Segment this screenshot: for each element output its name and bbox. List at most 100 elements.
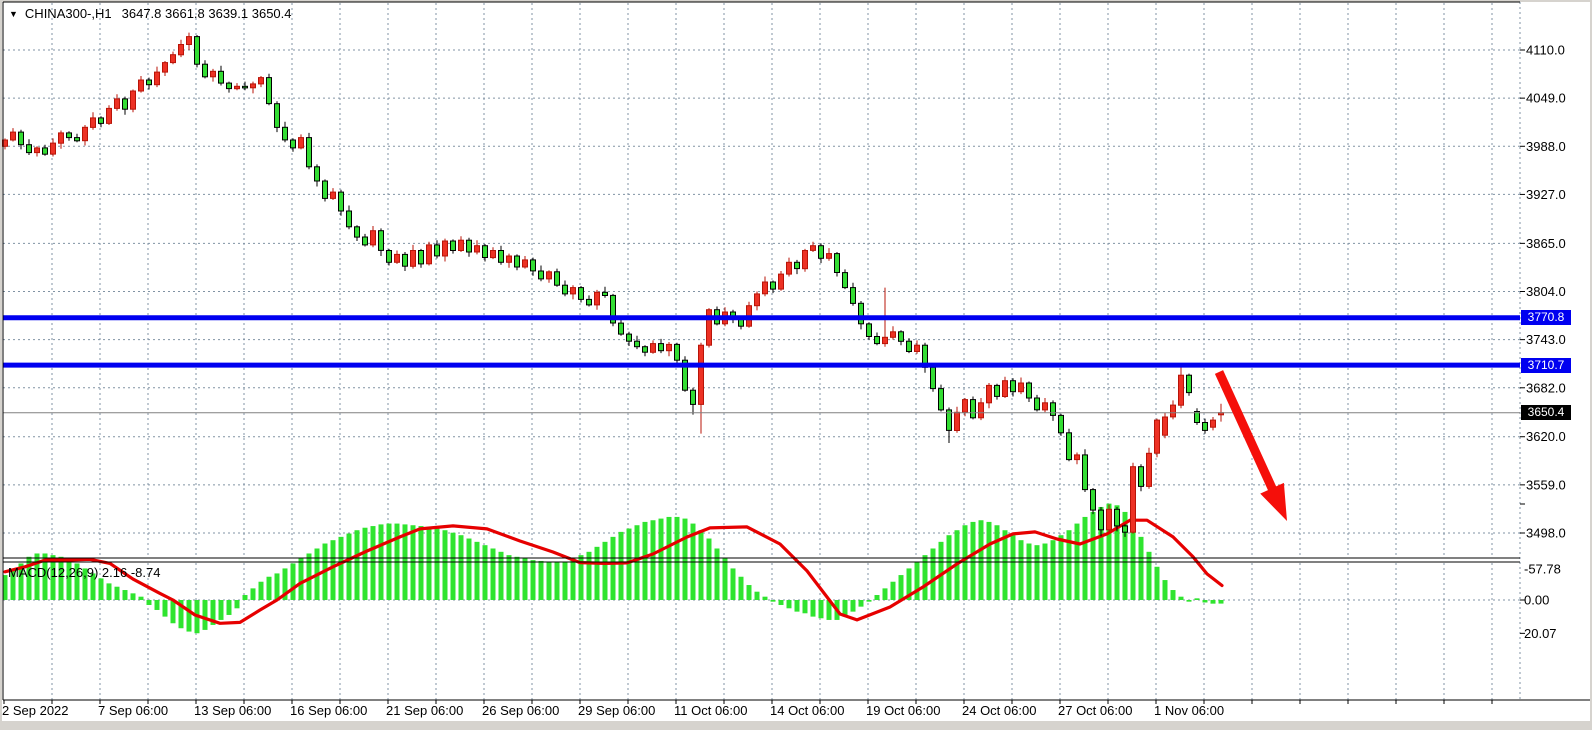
candle-body <box>554 271 560 286</box>
macd-histogram-bar <box>810 600 816 617</box>
candle-body <box>410 250 416 267</box>
candle-body <box>946 409 952 431</box>
candle-body <box>490 250 496 259</box>
candle-body <box>138 79 144 92</box>
macd-layer <box>2 503 1224 634</box>
macd-histogram-bar <box>34 553 40 600</box>
candle-body <box>122 98 128 110</box>
macd-histogram-bar <box>898 575 904 600</box>
candle-body <box>706 309 712 346</box>
candle-body <box>354 226 360 238</box>
macd-histogram-bar <box>1034 545 1040 600</box>
price-axis-label: 3620.0 <box>1526 429 1566 444</box>
macd-histogram-bar <box>138 596 144 600</box>
macd-indicator-label: MACD(12,26,9) 2.16 -8.74 <box>8 565 161 580</box>
candle-body <box>298 137 304 149</box>
price-axis-label: 3498.0 <box>1526 526 1566 541</box>
ohlc-values: 3647.8 3661.8 3639.1 3650.4 <box>121 6 292 21</box>
macd-histogram-bar <box>282 568 288 600</box>
macd-histogram-bar <box>1098 506 1104 600</box>
macd-histogram-bar <box>706 538 712 600</box>
macd-histogram-bar <box>442 530 448 600</box>
candle-body <box>650 343 656 353</box>
candle-body <box>954 411 960 431</box>
macd-histogram-bar <box>2 575 8 600</box>
candle-body <box>210 70 216 78</box>
candle-body <box>1050 402 1056 416</box>
candlesticks-layer <box>2 32 1224 537</box>
candle-body <box>322 180 328 199</box>
candle-body <box>370 230 376 246</box>
candle-body <box>1138 466 1144 487</box>
macd-histogram-bar <box>1018 540 1024 600</box>
macd-histogram-bar <box>882 588 888 600</box>
candle-body <box>570 287 576 295</box>
macd-histogram-bar <box>330 540 336 600</box>
price-axis-label: 3743.0 <box>1526 332 1566 347</box>
candle-body <box>290 139 296 149</box>
candle-body <box>394 253 400 263</box>
macd-histogram-bar <box>842 600 848 617</box>
price-axis-label: 3559.0 <box>1526 477 1566 492</box>
macd-histogram-bar <box>1162 580 1168 600</box>
macd-signal-line <box>3 518 1224 625</box>
macd-histogram-bar <box>50 555 56 600</box>
macd-histogram-bar <box>786 600 792 609</box>
grid-layer <box>3 2 1521 700</box>
macd-histogram-bar <box>858 600 864 607</box>
candle-body <box>1082 454 1088 491</box>
candle-body <box>898 331 904 342</box>
macd-histogram-bar <box>242 595 248 600</box>
candle-body <box>1026 382 1032 399</box>
candle-body <box>226 82 232 90</box>
hline-objects-layer[interactable] <box>3 315 1520 414</box>
macd-axis-label: 0.00 <box>1524 593 1549 608</box>
candle-body <box>850 287 856 304</box>
candle-body <box>202 63 208 78</box>
candle-body <box>106 107 112 124</box>
candle-body <box>386 250 392 263</box>
candle-body <box>66 132 72 139</box>
macd-histogram-bar <box>978 520 984 600</box>
macd-histogram-bar <box>770 600 776 602</box>
candle-body <box>458 239 464 251</box>
macd-histogram-bar <box>1178 596 1184 600</box>
time-axis-label: 29 Sep 06:00 <box>578 703 655 718</box>
candle-body <box>866 323 872 337</box>
macd-histogram-bar <box>1122 511 1128 600</box>
macd-histogram-bar <box>266 576 272 600</box>
macd-histogram-bar <box>1170 590 1176 600</box>
time-axis-label: 16 Sep 06:00 <box>290 703 367 718</box>
candle-body <box>778 273 784 290</box>
arrow-head <box>1260 482 1287 521</box>
candle-body <box>74 137 80 142</box>
macd-histogram-bar <box>626 528 632 600</box>
macd-histogram-bar <box>850 600 856 612</box>
symbol-dropdown-icon[interactable]: ▼ <box>9 9 18 19</box>
candle-body <box>82 126 88 142</box>
candle-body <box>874 336 880 345</box>
macd-histogram-bar <box>474 541 480 600</box>
macd-histogram-bar <box>802 600 808 614</box>
candle-body <box>658 343 664 352</box>
candle-body <box>810 245 816 251</box>
macd-histogram-bar <box>778 600 784 605</box>
candle-body <box>146 79 152 86</box>
trend-arrow-annotation[interactable] <box>1214 370 1287 521</box>
candle-body <box>466 239 472 253</box>
candle-body <box>1002 380 1008 398</box>
candle-body <box>906 340 912 353</box>
candle-body <box>34 147 40 154</box>
candle-body <box>378 230 384 251</box>
candle-body <box>178 44 184 56</box>
price-axis-label: 4110.0 <box>1526 43 1565 58</box>
macd-histogram-bar <box>914 561 920 600</box>
macd-histogram-bar <box>338 536 344 600</box>
axis-labels-layer[interactable]: 4110.0 4049.0 3988.0 3927.0 3865.0 3804.0 3743… <box>2 43 1566 719</box>
macd-histogram-bar <box>82 568 88 600</box>
macd-histogram-bar <box>594 546 600 600</box>
macd-histogram-bar <box>450 532 456 600</box>
candle-body <box>442 240 448 257</box>
candle-body <box>1018 382 1024 393</box>
